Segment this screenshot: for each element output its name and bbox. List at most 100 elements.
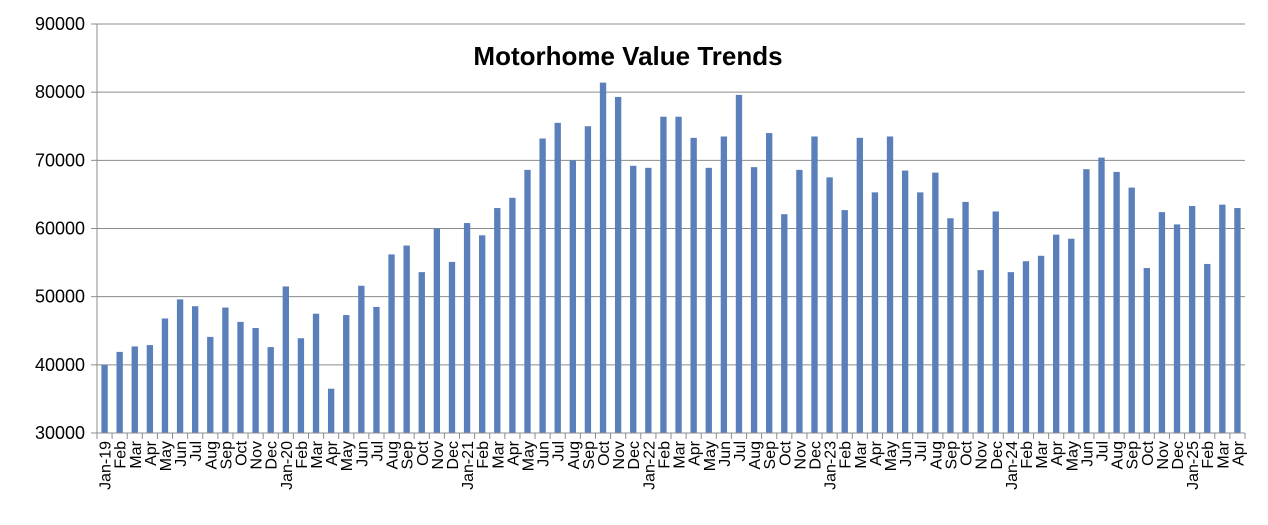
bar [977,270,984,433]
bar [675,116,682,433]
x-tick-label: Jul [188,441,205,461]
x-tick-label: Sep [943,441,960,470]
bar [1219,204,1226,433]
bar [856,137,863,434]
bar [161,318,169,433]
bar [705,167,712,433]
x-tick-label: Oct [1140,440,1157,465]
x-tick-label: Nov [792,441,809,469]
x-tick-label: Feb [1019,441,1036,469]
bar [1037,255,1045,433]
bar [252,328,259,433]
bar [433,228,441,433]
y-tick-label: 90000 [35,14,85,34]
bar [539,138,546,433]
bar [720,136,728,433]
bar [584,126,592,433]
x-tick-label: Aug [1110,441,1127,469]
x-tick-label: Nov [1155,441,1172,469]
x-tick-label: Oct [415,440,432,465]
x-tick-label: Apr [1230,440,1247,466]
bar [1158,212,1166,433]
bar [101,364,108,433]
bar [992,211,999,433]
x-tick-label: Aug [203,441,220,469]
bar [343,315,350,433]
bar [1083,169,1090,433]
x-tick-label: May [883,441,900,471]
bar [811,136,818,433]
y-tick-label: 80000 [35,82,85,102]
x-tick-label: Jun [354,441,371,467]
x-tick-label: Feb [656,441,673,469]
x-tick-label: Jun [898,441,915,467]
x-tick-label: Dec [989,441,1006,469]
x-tick-label: May [339,441,356,471]
x-tick-label: Feb [113,441,130,469]
x-tick-label: Dec [445,441,462,469]
bar [1068,238,1075,433]
x-tick-label: Dec [808,441,825,469]
bar [388,254,395,433]
bar [1234,208,1241,433]
x-tick-label: Sep [1125,441,1142,470]
bar [1143,268,1150,433]
x-tick-label: Feb [475,441,492,469]
y-tick-labels: 30000 40000 50000 60000 70000 80000 90000 [35,14,85,443]
x-tick-label: Aug [385,441,402,469]
bar [509,197,516,433]
x-tick-label: Nov [430,441,447,469]
x-tick-label: Jan-21 [460,441,477,490]
x-tick-label: Jan-19 [98,441,115,490]
x-tick-label: Jul [1095,441,1112,461]
x-tick-label: Jul [551,441,568,461]
bar [463,223,471,433]
x-tick-label: Dec [264,441,281,469]
x-tick-label: Jan-23 [823,441,840,490]
x-tick-label: Sep [400,441,417,470]
y-tick-label: 40000 [35,355,85,375]
x-tick-label: Oct [234,440,251,465]
bar [494,208,501,433]
x-tick-label: Jul [369,441,386,461]
bar [841,210,848,433]
x-tick-label: May [1064,441,1081,471]
bar [131,346,138,433]
axes [91,23,1246,439]
x-tick-label: Jan-25 [1185,441,1202,490]
x-tick-label: Apr [1049,440,1066,466]
bar [1128,187,1135,433]
x-tick-label: Feb [838,441,855,469]
x-tick-label: Jun [717,441,734,467]
bar [116,351,123,433]
bar [932,172,939,433]
bar [418,272,425,433]
x-tick-label: May [521,441,538,471]
x-tick-label: Aug [566,441,583,469]
x-tick-label: Jul [913,441,930,461]
y-tick-label: 70000 [35,150,85,170]
x-tick-label: Mar [1034,440,1051,468]
x-tick-label: Mar [672,440,689,468]
bar [1173,224,1181,433]
bar [660,116,667,433]
x-tick-label: Aug [747,441,764,469]
bar [192,306,199,433]
bar [690,137,697,434]
bar [554,122,561,433]
x-tick-label: Aug [928,441,945,469]
x-tick-label: May [702,441,719,471]
x-tick-label: Mar [309,440,326,468]
bar [207,336,214,433]
x-tick-label: Sep [581,441,598,470]
bar [297,338,305,433]
bar [796,169,803,434]
bar [1113,171,1120,433]
y-tick-label: 30000 [35,423,85,443]
bar [1022,261,1030,433]
x-tick-label: Dec [626,441,643,469]
bar [237,321,244,433]
bar [448,261,456,433]
